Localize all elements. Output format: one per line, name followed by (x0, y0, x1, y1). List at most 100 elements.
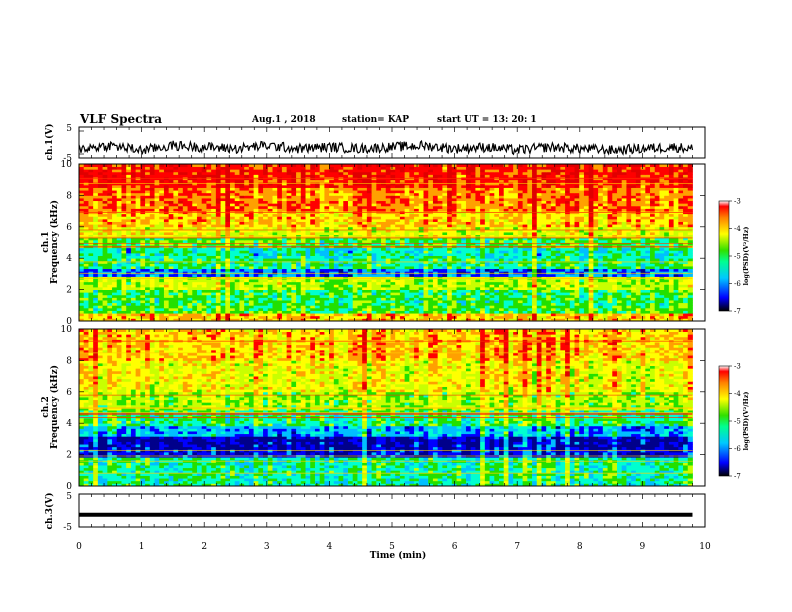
spectrogram-cell (414, 318, 420, 322)
spectrogram-cell (532, 268, 538, 272)
spectrogram-cell (607, 302, 613, 306)
spectrogram-cell (498, 289, 505, 293)
spectrogram-cell (508, 281, 514, 285)
spectrogram-cell (640, 318, 646, 322)
spectrogram-cell (244, 239, 250, 243)
spectrogram-cell (182, 255, 188, 259)
spectrogram-cell (621, 302, 627, 306)
spectrogram-cell (211, 242, 217, 246)
spectrogram-cell (347, 252, 354, 256)
spectrogram-cell (220, 318, 226, 322)
spectrogram-cell (196, 237, 203, 241)
spectrogram-cell (324, 234, 330, 238)
spectrogram-cell (371, 224, 377, 228)
spectrogram-cell (319, 232, 325, 236)
spectrogram-cell (230, 279, 236, 283)
spectrogram-cell (366, 224, 372, 228)
spectrogram-cell (88, 268, 94, 272)
spectrogram-cell (154, 242, 160, 246)
spectrogram-cell (414, 226, 420, 230)
spectrogram-cell (182, 273, 188, 277)
spectrogram-cell (93, 318, 99, 322)
spectrogram-cell (79, 281, 85, 285)
spectrogram-cell (451, 229, 457, 233)
spectrogram-cell (546, 315, 552, 319)
spectrogram-cell (598, 237, 604, 241)
spectrogram-cell (173, 268, 179, 272)
spectrogram-cell (385, 279, 391, 283)
spectrogram-cell (508, 279, 514, 283)
spectrogram-cell (503, 250, 509, 254)
spectrogram-cell (253, 266, 259, 270)
spectrogram-cell (182, 263, 188, 267)
spectrogram-cell (404, 271, 410, 275)
spectrogram-cell (451, 302, 457, 306)
spectrogram-cell (480, 289, 486, 293)
spectrogram-cell (437, 229, 443, 233)
spectrogram-cell (112, 294, 118, 298)
spectrogram-cell (541, 224, 547, 228)
spectrogram-cell (451, 237, 457, 241)
figure-title: VLF Spectra (79, 112, 162, 126)
spectrogram-cell (565, 302, 571, 306)
spectrogram-cell (97, 229, 103, 233)
spectrogram-cell (319, 279, 325, 283)
spectrogram-cell (305, 273, 311, 277)
spectrogram-cell (277, 226, 283, 230)
spectrogram-cell (112, 237, 118, 241)
spectrogram-cell (281, 297, 288, 301)
spectrogram-cell (404, 263, 410, 267)
spectrogram-cell (659, 273, 665, 277)
spectrogram-cell (338, 307, 344, 311)
spectrogram-cell (503, 268, 509, 272)
spectrogram-cell (503, 302, 509, 306)
spectrogram-cell (461, 297, 467, 301)
spectrogram-cell (414, 255, 420, 259)
spectrogram-cell (263, 300, 269, 304)
spectrogram-cell (513, 226, 519, 230)
spectrogram-cell (154, 300, 160, 304)
spectrogram-cell (645, 313, 651, 317)
spectrogram-cell (418, 242, 424, 246)
spectrogram-cell (583, 310, 590, 314)
spectrogram-cell (607, 279, 613, 283)
spectrogram-cell (196, 229, 203, 233)
spectrogram-cell (555, 273, 561, 277)
spectrogram-cell (498, 294, 505, 298)
spectrogram-cell (593, 286, 599, 290)
spectrogram-cell (418, 294, 424, 298)
spectrogram-cell (541, 281, 547, 285)
spectrogram-cell (116, 271, 122, 275)
spectrogram-cell (532, 258, 538, 262)
spectrogram-cell (112, 266, 118, 270)
spectrogram-cell (163, 315, 170, 319)
spectrogram-cell (140, 315, 146, 319)
spectrogram-cell (607, 258, 613, 262)
spectrogram-cell (140, 232, 146, 236)
spectrogram-cell (498, 315, 505, 319)
spectrogram-cell (451, 313, 457, 317)
spectrogram-cell (673, 226, 679, 230)
spectrogram-cell (451, 297, 457, 301)
spectrogram-cell (93, 307, 99, 311)
spectrogram-cell (201, 250, 207, 254)
spectrogram-cell (399, 284, 406, 288)
spectrogram-cell (645, 234, 651, 238)
spectrogram-cell (395, 271, 401, 275)
spectrogram-cell (102, 313, 108, 317)
spectrogram-cell (517, 300, 523, 304)
spectrogram-cell (565, 305, 571, 309)
spectrogram-cell (291, 286, 297, 290)
spectrogram-cell (88, 273, 94, 277)
spectrogram-cell (631, 229, 637, 233)
spectrogram-cell (149, 315, 155, 319)
spectrogram-cell (451, 250, 457, 254)
spectrogram-cell (607, 300, 613, 304)
spectrogram-cell (376, 237, 382, 241)
spectrogram-cell (395, 294, 401, 298)
spectrogram-cell (244, 226, 250, 230)
spectrogram-cell (583, 273, 590, 277)
spectrogram-cell (83, 232, 89, 236)
spectrogram-cell (201, 281, 207, 285)
spectrogram-cell (168, 234, 174, 238)
